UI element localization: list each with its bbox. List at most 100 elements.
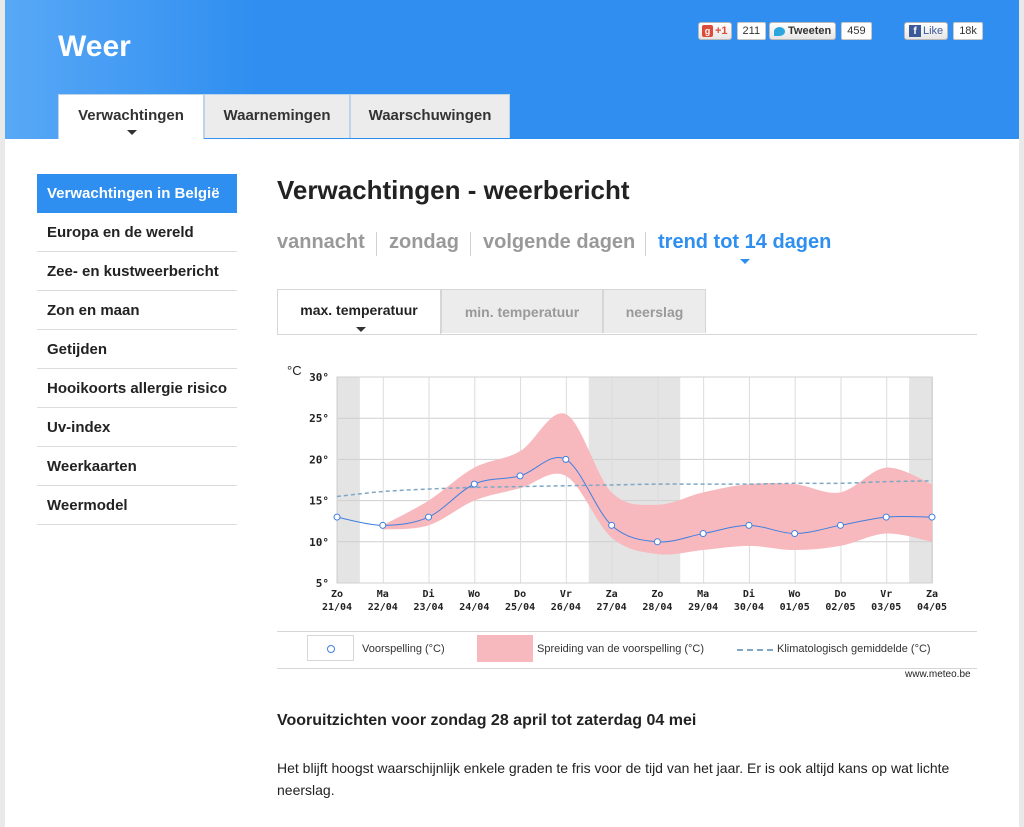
legend-spread-swatch <box>477 635 533 662</box>
subnav-zondag[interactable]: zondag <box>389 231 459 253</box>
x-tick-day: Wo <box>789 589 801 600</box>
subnav-divider <box>470 232 471 256</box>
x-tick-day: Zo <box>651 589 663 600</box>
x-tick-date: 04/05 <box>917 602 947 613</box>
x-tick-day: Za <box>606 589 618 600</box>
forecast-point <box>562 455 570 463</box>
forecast-point <box>333 513 341 521</box>
legend-forecast-label: Voorspelling (°C) <box>362 643 445 655</box>
facebook-icon: f <box>909 25 921 37</box>
x-tick-day: Ma <box>377 589 389 600</box>
x-tick-day: Di <box>743 588 755 600</box>
subnav-vannacht[interactable]: vannacht <box>277 231 365 253</box>
source-credit: www.meteo.be <box>905 669 971 680</box>
sidebar-item-europa[interactable]: Europa en de wereld <box>37 213 237 252</box>
like-button[interactable]: f Like <box>904 22 949 40</box>
outlook-title: Vooruitzichten voor zondag 28 april tot … <box>277 712 697 729</box>
climate-average-line <box>336 480 933 498</box>
x-tick-day: Do <box>514 589 526 600</box>
forecast-point <box>470 480 478 488</box>
subnav-trend-14-dagen[interactable]: trend tot 14 dagen <box>658 231 832 253</box>
tab-neerslag[interactable]: neerslag <box>603 289 706 333</box>
forecast-point <box>836 521 844 529</box>
subnav-divider <box>645 232 646 256</box>
y-tick-label: 5° <box>316 577 329 590</box>
sidebar-item-getijden[interactable]: Getijden <box>37 330 237 369</box>
tab-min-temperatuur[interactable]: min. temperatuur <box>441 289 603 333</box>
forecast-point <box>791 530 799 538</box>
temperature-chart: 30° 25° 20° 15° 10° 5° °C Zo 21/04 Ma 22/04 Di 23/04… <box>277 355 977 625</box>
forecast-point <box>699 530 707 538</box>
x-tick-day: Za <box>926 589 938 600</box>
tweet-label: Tweeten <box>788 25 832 37</box>
y-tick-label: 25° <box>309 412 329 425</box>
x-tick-date: 21/04 <box>322 602 352 613</box>
chart-legend: Voorspelling (°C) Spreiding van de voors… <box>277 631 977 669</box>
gplus-count: 211 <box>736 22 767 40</box>
legend-climate-label: Klimatologisch gemiddelde (°C) <box>777 643 931 655</box>
plot-frame <box>336 376 933 584</box>
sidebar-item-zee-kust[interactable]: Zee- en kustweerbericht <box>37 252 237 291</box>
tab-label: Verwachtingen <box>78 106 184 124</box>
like-widget: f Like 18k <box>904 22 983 40</box>
sidebar-item-weermodel[interactable]: Weermodel <box>37 486 237 525</box>
x-tick-date: 24/04 <box>459 602 489 613</box>
like-label: Like <box>923 25 944 37</box>
forecast-point <box>608 521 616 529</box>
forecast-marker-icon <box>327 645 335 653</box>
forecast-point <box>516 472 524 480</box>
twitter-bird-icon <box>774 26 785 36</box>
sidebar: Verwachtingen in België Europa en de wer… <box>37 174 237 525</box>
like-count: 18k <box>953 22 983 40</box>
legend-climate-swatch <box>737 649 773 651</box>
caret-down-icon <box>740 259 750 264</box>
sidebar-item-hooikoorts[interactable]: Hooikoorts allergie risico <box>37 369 237 408</box>
forecast-point <box>882 513 890 521</box>
tweet-widget: Tweeten 459 <box>769 22 872 40</box>
header: Weer g +1 211 Tweeten 459 f Like 18k <box>5 0 1019 139</box>
tab-label: Waarnemingen <box>223 107 331 124</box>
x-tick-day: Vr <box>560 589 572 600</box>
sidebar-item-belgie[interactable]: Verwachtingen in België <box>37 174 237 213</box>
subnav-volgende-dagen[interactable]: volgende dagen <box>483 231 636 253</box>
page-frame: Weer g +1 211 Tweeten 459 f Like 18k <box>5 0 1019 827</box>
x-tick-date: 29/04 <box>688 602 718 613</box>
outlook-text: Het blijft hoogst waarschijnlijk enkele … <box>277 760 950 798</box>
tab-waarnemingen[interactable]: Waarnemingen <box>204 94 350 138</box>
x-tick-day: Do <box>834 589 846 600</box>
tab-max-temperatuur[interactable]: max. temperatuur <box>277 289 441 334</box>
legend-forecast-swatch-box <box>307 635 354 661</box>
x-tick-date: 25/04 <box>505 602 535 613</box>
forecast-point <box>379 521 387 529</box>
tab-waarschuwingen[interactable]: Waarschuwingen <box>350 94 510 138</box>
x-tick-date: 26/04 <box>551 602 581 613</box>
x-tick-day: Zo <box>331 589 343 600</box>
y-tick-label: 30° <box>309 371 329 384</box>
tweet-count: 459 <box>841 22 872 40</box>
app-title: Weer <box>58 30 131 63</box>
y-tick-label: 10° <box>309 536 329 549</box>
weekend-shade <box>337 377 360 583</box>
tab-label: max. temperatuur <box>300 302 418 318</box>
x-tick-date: 27/04 <box>597 602 627 613</box>
chart-svg: 30° 25° 20° 15° 10° 5° °C Zo 21/04 Ma 22/04 Di 23/04… <box>287 363 947 613</box>
gplus-button[interactable]: g +1 <box>698 22 732 40</box>
x-tick-date: 23/04 <box>413 602 443 613</box>
gplus-icon: g <box>702 25 713 37</box>
forecast-point <box>653 538 661 546</box>
caret-down-icon <box>356 327 366 332</box>
forecast-point <box>745 521 753 529</box>
caret-down-icon <box>127 130 137 135</box>
sidebar-item-uv-index[interactable]: Uv-index <box>37 408 237 447</box>
sidebar-item-zon-maan[interactable]: Zon en maan <box>37 291 237 330</box>
tab-verwachtingen[interactable]: Verwachtingen <box>58 94 204 139</box>
legend-spread-label: Spreiding van de voorspelling (°C) <box>537 643 705 655</box>
subnav-divider <box>376 232 377 256</box>
x-tick-date: 02/05 <box>825 602 855 613</box>
forecast-point <box>425 513 433 521</box>
forecast-line <box>336 457 933 543</box>
x-tick-day: Wo <box>468 589 480 600</box>
tweet-button[interactable]: Tweeten <box>769 22 837 40</box>
y-tick-label: 15° <box>309 495 329 508</box>
sidebar-item-weerkaarten[interactable]: Weerkaarten <box>37 447 237 486</box>
